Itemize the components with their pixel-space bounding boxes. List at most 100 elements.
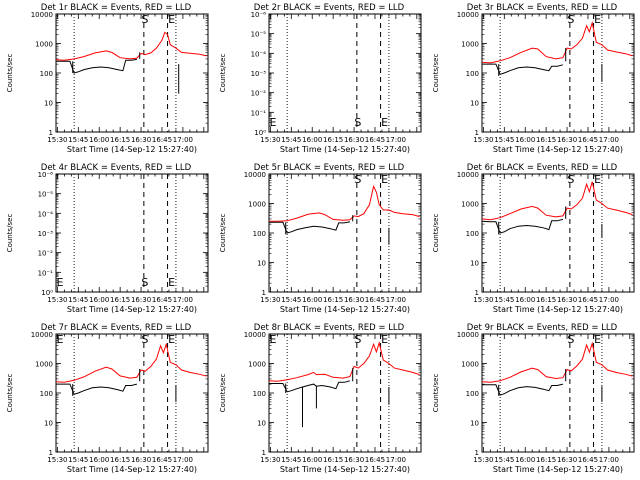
lld-series-line [55,31,207,61]
x-tick-label: 15:45 [281,136,301,144]
y-tick-label: 10⁻⁵ [251,31,267,39]
lld-series-line [55,342,207,383]
lld-series-line [268,341,420,382]
detector-panel-6: Det 6r BLACK = Events, RED = LLD 15:30 15:… [432,163,635,314]
x-tick-label: 16:45 [578,136,598,144]
left-marker-label: E [270,333,277,346]
y-tick-label: 10⁰ [254,129,266,137]
detector-panel-2: Det 2r BLACK = Events, RED = LLD 15:30 15:… [219,3,422,154]
y-tick-label: 10000 [31,331,53,339]
x-tick-label: 16:45 [578,456,598,464]
x-tick-label: 15:45 [68,296,88,304]
plot-frame [481,173,635,293]
y-tick-label: 10⁻⁶ [38,171,54,179]
events-series-line [56,58,137,74]
y-tick-label: 10000 [457,171,479,179]
end-marker-label: E [381,173,388,186]
y-tick-label: 1 [475,129,479,137]
end-marker-label: E [168,13,175,26]
events-series-line [482,383,564,396]
detector-panel-7: Det 7r BLACK = Events, RED = LLD 15:30 15:… [6,323,209,474]
lld-series-line [481,181,633,221]
x-tick-label: 16:15 [536,456,556,464]
x-tick-label: 15:45 [494,456,514,464]
panel-title: Det 5r BLACK = Events, RED = LLD [254,163,405,173]
x-tick-label: 16:30 [557,136,577,144]
y-tick-label: 100 [253,390,266,398]
detector-panel-5: Det 5r BLACK = Events, RED = LLD 15:30 15:… [219,163,422,314]
y-tick-label: 10000 [244,171,266,179]
events-series-line [481,218,564,234]
detector-panel-1: Det 1r BLACK = Events, RED = LLD 15:30 15:… [6,3,209,154]
start-marker-label: S [567,13,574,26]
y-tick-label: 10⁻³ [38,230,54,238]
x-tick-label: 15:30 [260,136,280,144]
start-marker-label: S [354,333,361,346]
panel-title: Det 9r BLACK = Events, RED = LLD [467,323,618,333]
end-marker-label: E [168,333,175,346]
x-tick-label: 15:45 [494,136,514,144]
x-tick-label: 16:00 [302,136,322,144]
detector-panel-4: Det 4r BLACK = Events, RED = LLD 15:30 15:… [6,163,209,314]
x-tick-label: 17:00 [173,136,193,144]
x-axis-label: Start Time (14-Sep-12 15:27:40) [280,305,410,314]
x-tick-label: 16:45 [365,296,385,304]
x-tick-label: 16:15 [323,296,343,304]
y-tick-label: 1 [475,289,479,297]
y-tick-label: 10000 [457,331,479,339]
x-axis-label: Start Time (14-Sep-12 15:27:40) [493,305,623,314]
y-tick-label: 10⁻⁴ [251,50,267,58]
panel-title: Det 3r BLACK = Events, RED = LLD [467,3,618,13]
x-tick-label: 16:15 [110,456,130,464]
x-tick-label: 16:30 [344,456,364,464]
y-tick-label: 1000 [461,41,479,49]
x-tick-label: 16:00 [515,136,535,144]
panel-title: Det 7r BLACK = Events, RED = LLD [41,323,192,333]
x-tick-label: 16:45 [365,456,385,464]
x-tick-label: 15:30 [47,296,67,304]
plot-frame [55,173,209,293]
y-tick-label: 100 [466,230,479,238]
x-tick-label: 15:45 [68,136,88,144]
panel-title: Det 4r BLACK = Events, RED = LLD [41,163,192,173]
y-axis-label: Counts/sec [6,214,14,253]
end-marker-label: E [168,276,175,289]
x-tick-label: 15:30 [473,296,493,304]
y-axis-label: Counts/sec [432,54,440,93]
x-tick-label: 16:45 [578,296,598,304]
x-tick-label: 16:00 [302,456,322,464]
y-tick-label: 10⁻⁶ [251,11,267,19]
y-axis-label: Counts/sec [6,374,14,413]
x-axis-label: Start Time (14-Sep-12 15:27:40) [280,145,410,154]
y-tick-label: 10⁻² [38,250,54,258]
left-marker-label: E [57,333,64,346]
y-tick-label: 10 [257,420,266,428]
y-tick-label: 1000 [35,361,53,369]
panel-title: Det 1r BLACK = Events, RED = LLD [41,3,192,13]
y-tick-label: 10⁻⁴ [38,210,54,218]
y-tick-label: 1000 [35,41,53,49]
x-tick-label: 15:30 [473,456,493,464]
start-marker-label: S [141,333,148,346]
events-series-line [269,221,350,234]
detector-panel-3: Det 3r BLACK = Events, RED = LLD 15:30 15:… [432,3,635,154]
y-tick-label: 10000 [457,11,479,19]
x-axis-label: Start Time (14-Sep-12 15:27:40) [280,465,410,474]
x-tick-label: 15:30 [473,136,493,144]
x-tick-label: 15:30 [47,456,67,464]
x-tick-label: 16:30 [557,456,577,464]
x-tick-label: 16:45 [152,456,172,464]
y-tick-label: 1 [262,449,266,457]
left-marker-label: E [270,116,277,129]
y-tick-label: 10 [470,100,479,108]
x-tick-label: 15:45 [281,456,301,464]
y-axis-label: Counts/sec [432,374,440,413]
x-tick-label: 16:15 [536,296,556,304]
x-tick-label: 16:45 [152,136,172,144]
y-tick-label: 10 [470,420,479,428]
end-marker-label: E [381,333,388,346]
y-tick-label: 10⁻³ [251,70,267,78]
y-tick-label: 10000 [31,11,53,19]
